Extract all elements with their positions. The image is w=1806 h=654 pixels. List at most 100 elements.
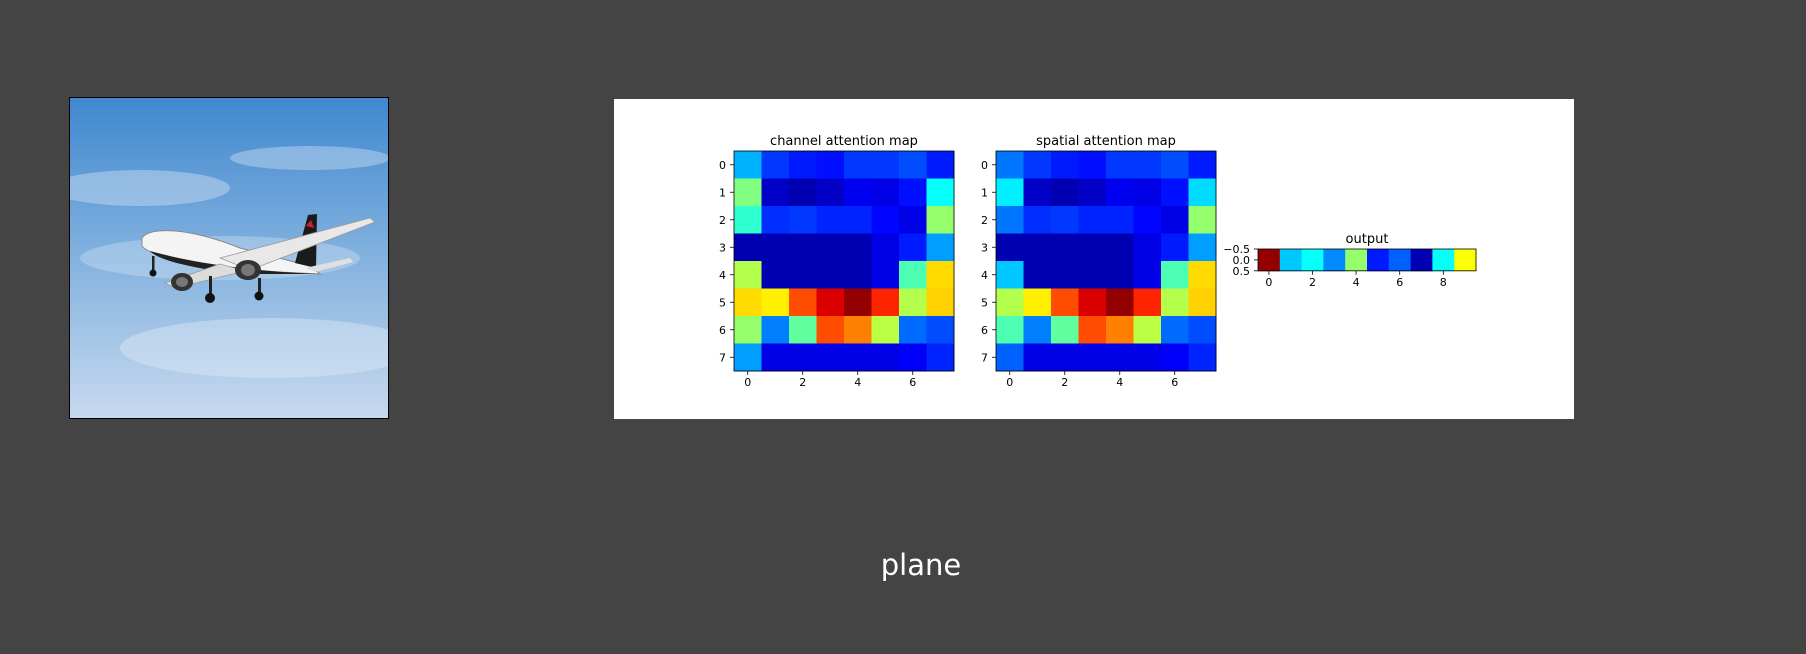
- cell-r0-c6: [899, 151, 927, 179]
- cell-r5-c4: [1106, 288, 1134, 317]
- cell-r7-c4: [844, 343, 872, 372]
- cell-r0-c2: [1051, 151, 1079, 179]
- cell-r1-c0: [734, 178, 762, 207]
- cell-r5-c6: [899, 288, 927, 317]
- cell-r3-c1: [761, 233, 790, 262]
- cell-r3-c1: [1023, 233, 1052, 262]
- y-tick-label: 4: [981, 269, 988, 282]
- cell-r5-c6: [1161, 288, 1189, 317]
- cell-r4-c2: [1051, 261, 1079, 289]
- y-tick-label: 6: [719, 324, 726, 337]
- cell-r1-c4: [1106, 178, 1134, 207]
- cell-r4-c4: [1106, 261, 1134, 289]
- x-tick-label: 6: [909, 376, 916, 389]
- cell-r0-c6: [1161, 151, 1189, 179]
- cell-r0-c7: [926, 151, 955, 179]
- cell-r0-c1: [761, 151, 790, 179]
- cell-r6-c0: [996, 316, 1024, 344]
- x-tick-label: 4: [854, 376, 861, 389]
- cell-r0-c5: [1367, 249, 1390, 272]
- cell-r0-c3: [1323, 249, 1346, 272]
- cell-r1-c7: [926, 178, 955, 207]
- cell-r5-c0: [996, 288, 1024, 317]
- cell-r0-c5: [1133, 151, 1162, 179]
- cell-r1-c2: [789, 178, 817, 207]
- cell-r1-c0: [996, 178, 1024, 207]
- cell-r0-c2: [1301, 249, 1324, 272]
- cell-r1-c5: [1133, 178, 1162, 207]
- cell-r5-c3: [1078, 288, 1107, 317]
- cell-r0-c6: [1388, 249, 1412, 272]
- cell-r5-c4: [844, 288, 872, 317]
- x-tick-label: 6: [1396, 276, 1403, 289]
- x-tick-label: 0: [1265, 276, 1272, 289]
- cell-r2-c5: [871, 206, 900, 234]
- cell-r3-c6: [1161, 233, 1189, 262]
- chart-title: channel attention map: [770, 134, 918, 149]
- cell-r6-c1: [761, 316, 790, 344]
- cell-r7-c2: [789, 343, 817, 372]
- cell-r1-c6: [1161, 178, 1189, 207]
- cell-r7-c5: [1133, 343, 1162, 372]
- cell-r4-c0: [996, 261, 1024, 289]
- cell-r5-c2: [789, 288, 817, 317]
- cell-r7-c7: [926, 343, 955, 372]
- cell-r2-c5: [1133, 206, 1162, 234]
- y-tick-label: 2: [981, 214, 988, 227]
- x-tick-label: 2: [799, 376, 806, 389]
- chart-title: spatial attention map: [1036, 134, 1176, 149]
- cell-r4-c5: [1133, 261, 1162, 289]
- cell-r6-c3: [816, 316, 845, 344]
- cell-r2-c3: [816, 206, 845, 234]
- cell-r2-c7: [926, 206, 955, 234]
- y-tick-label: 0: [719, 159, 726, 172]
- chart-title: output: [1346, 232, 1389, 247]
- cell-r2-c0: [996, 206, 1024, 234]
- prediction-label: plane: [880, 548, 962, 582]
- cell-r4-c0: [734, 261, 762, 289]
- cell-r0-c7: [1410, 249, 1433, 272]
- y-tick-label: 5: [981, 296, 988, 309]
- cell-r7-c1: [1023, 343, 1052, 372]
- heatmap-1: spatial attention map 0 2 4 6 0 1 2 3 4 5 6 7: [981, 134, 1217, 389]
- airplane-photo: [70, 98, 388, 418]
- input-image: [69, 97, 389, 419]
- x-tick-label: 2: [1061, 376, 1068, 389]
- cell-r1-c1: [1023, 178, 1052, 207]
- cell-r3-c7: [1188, 233, 1217, 262]
- cell-r3-c0: [996, 233, 1024, 262]
- cell-r1-c2: [1051, 178, 1079, 207]
- cell-r0-c3: [816, 151, 845, 179]
- cell-r4-c5: [871, 261, 900, 289]
- cell-r5-c7: [926, 288, 955, 317]
- cell-r1-c3: [816, 178, 845, 207]
- cell-r2-c0: [734, 206, 762, 234]
- y-tick-label: 7: [719, 351, 726, 364]
- y-tick-label: 7: [981, 351, 988, 364]
- cell-r1-c4: [844, 178, 872, 207]
- cell-r5-c1: [761, 288, 790, 317]
- cell-r1-c5: [871, 178, 900, 207]
- cell-r0-c4: [1106, 151, 1134, 179]
- cell-r3-c0: [734, 233, 762, 262]
- cell-r2-c1: [1023, 206, 1052, 234]
- cell-r6-c7: [1188, 316, 1217, 344]
- y-tick-label: 6: [981, 324, 988, 337]
- cell-r1-c1: [761, 178, 790, 207]
- y-tick-label: 3: [719, 241, 726, 254]
- cell-r4-c3: [816, 261, 845, 289]
- x-tick-label: 6: [1171, 376, 1178, 389]
- x-tick-label: 0: [744, 376, 751, 389]
- y-tick-label: 0.5: [1233, 265, 1251, 278]
- cell-r1-c6: [899, 178, 927, 207]
- cell-r3-c7: [926, 233, 955, 262]
- cell-r0-c0: [996, 151, 1024, 179]
- cell-r5-c0: [734, 288, 762, 317]
- cell-r2-c7: [1188, 206, 1217, 234]
- heatmap-0: channel attention map 0 2 4 6 0 1 2 3 4 5 6 7: [719, 134, 955, 389]
- cell-r3-c3: [1078, 233, 1107, 262]
- cell-r4-c1: [761, 261, 790, 289]
- cell-r0-c1: [1023, 151, 1052, 179]
- cell-r7-c4: [1106, 343, 1134, 372]
